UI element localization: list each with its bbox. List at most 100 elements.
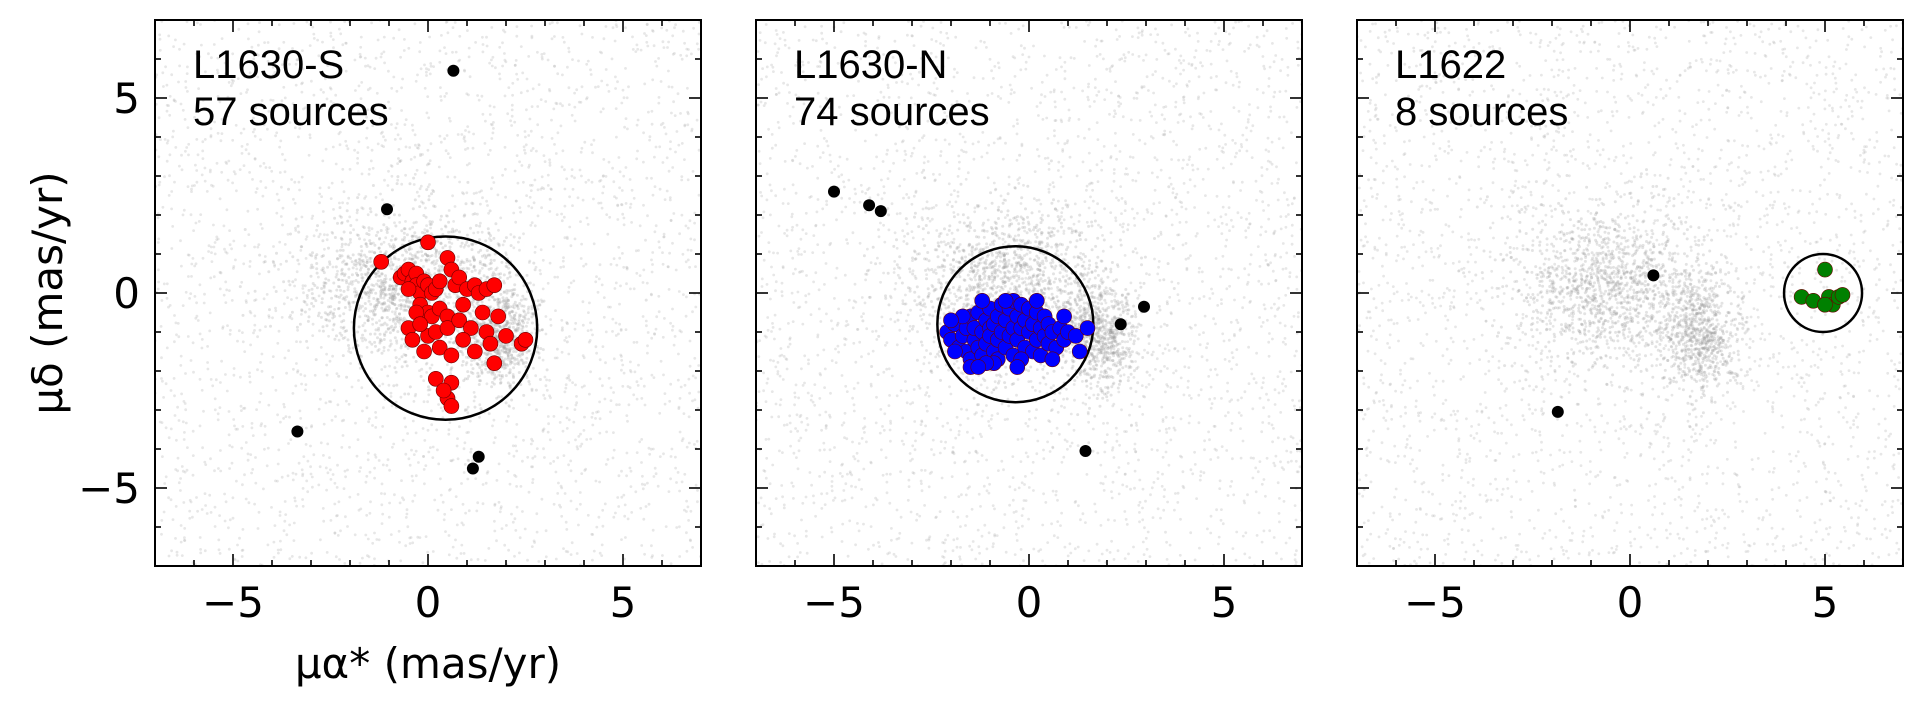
background-star (562, 454, 566, 457)
background-star (546, 430, 550, 434)
background-star (279, 420, 282, 424)
background-star (616, 496, 620, 499)
background-star (387, 304, 391, 308)
background-star (1272, 536, 1276, 539)
background-star (249, 343, 253, 347)
background-star (478, 322, 482, 326)
background-star (348, 495, 352, 499)
background-star (191, 257, 195, 260)
background-star (358, 52, 362, 56)
background-star (485, 275, 489, 279)
background-star (215, 161, 219, 165)
panel-title: L1630-S (193, 43, 344, 87)
background-star (282, 402, 286, 406)
background-star (424, 258, 428, 262)
background-star (295, 296, 299, 300)
background-star (451, 50, 454, 54)
background-star (230, 247, 234, 251)
background-star (541, 429, 545, 433)
background-star (1182, 59, 1186, 62)
background-star (239, 131, 243, 135)
background-star (469, 242, 473, 246)
background-star (689, 237, 693, 241)
background-star (511, 520, 515, 524)
background-star (645, 324, 648, 328)
background-star (447, 301, 451, 305)
background-star (565, 427, 569, 430)
background-star (379, 281, 383, 285)
background-star (422, 455, 425, 458)
background-star (620, 469, 623, 473)
background-star (404, 257, 407, 261)
background-star (1076, 444, 1080, 447)
background-star (467, 46, 471, 50)
background-star (500, 356, 504, 359)
background-star (685, 295, 688, 299)
background-star (508, 386, 512, 390)
background-star (407, 257, 411, 261)
background-star (480, 300, 484, 304)
background-star (443, 244, 447, 248)
background-star (591, 558, 594, 562)
background-star (487, 232, 491, 236)
background-star (383, 492, 387, 496)
background-star (505, 291, 509, 295)
background-star (697, 47, 700, 51)
background-star (370, 21, 373, 25)
background-star (591, 533, 595, 536)
background-star (329, 468, 332, 472)
background-star (195, 314, 199, 318)
background-star (430, 232, 433, 236)
background-star (567, 103, 571, 106)
background-star (521, 71, 525, 75)
background-star (659, 80, 663, 83)
background-star (314, 254, 317, 258)
background-star (571, 204, 574, 208)
background-star (225, 251, 229, 255)
background-star (589, 321, 592, 325)
background-star (370, 317, 374, 321)
background-star (650, 336, 654, 340)
background-star (414, 449, 418, 453)
background-star (591, 36, 594, 39)
background-star (209, 134, 213, 137)
background-star (352, 280, 355, 283)
background-star (448, 116, 451, 120)
background-star (292, 367, 295, 371)
background-star (376, 301, 380, 304)
background-star (565, 322, 569, 326)
background-star (383, 294, 387, 298)
background-star (307, 315, 311, 319)
background-star (382, 296, 386, 300)
background-star (231, 516, 235, 520)
background-star (375, 282, 379, 286)
background-star (534, 265, 538, 269)
background-star (458, 349, 462, 353)
background-star (393, 303, 397, 307)
background-star (424, 270, 428, 274)
background-star (210, 56, 213, 60)
background-star (280, 63, 284, 66)
background-star (624, 536, 627, 539)
background-star (427, 198, 431, 202)
background-star (1004, 21, 1007, 25)
background-star (621, 384, 625, 388)
background-star (326, 64, 330, 67)
background-star (449, 372, 452, 375)
background-star (1188, 34, 1191, 38)
background-star (333, 531, 337, 535)
background-star (213, 241, 217, 244)
background-star (318, 201, 321, 205)
background-star (349, 362, 352, 365)
background-star (410, 235, 414, 238)
background-star (194, 163, 197, 167)
field-source-point (472, 450, 485, 463)
background-star (472, 399, 476, 403)
background-star (302, 107, 305, 111)
background-star (368, 340, 372, 344)
background-star (652, 475, 656, 478)
background-star (573, 119, 577, 123)
background-star (520, 358, 524, 362)
background-star (484, 481, 488, 485)
background-star (401, 253, 405, 257)
